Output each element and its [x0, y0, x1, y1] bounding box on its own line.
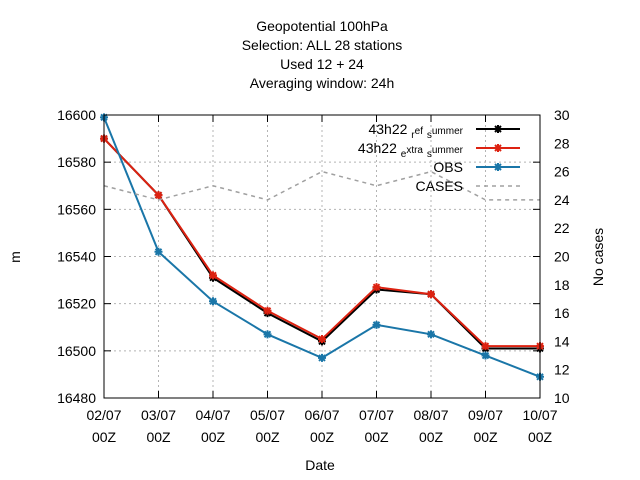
- y2-tick-label: 18: [554, 277, 570, 293]
- y-tick-label: 16580: [57, 154, 96, 170]
- data-point-2: [372, 320, 381, 329]
- data-point-1: [154, 191, 163, 200]
- axes: 16480 16500 16520 16540 16560 16580 16600 10 12 1…: [57, 107, 570, 445]
- legend-label-2: OBS: [433, 159, 463, 175]
- legend-marker-0: [494, 125, 502, 133]
- data-point-1: [481, 342, 490, 351]
- title-line: Averaging window: 24h: [250, 75, 395, 91]
- data-point-1: [372, 283, 381, 292]
- x-tick-label-time: 00Z: [310, 429, 335, 445]
- title-line: Geopotential 100hPa: [256, 18, 388, 34]
- x-tick-label-date: 10/07: [522, 407, 557, 423]
- legend-marker-1: [494, 144, 502, 152]
- legend-label-part: ummer: [432, 126, 464, 137]
- chart-title: Geopotential 100hPa Selection: ALL 28 sta…: [242, 18, 403, 91]
- title-line: Selection: ALL 28 stations: [242, 37, 403, 53]
- legend-label-part: r: [411, 130, 415, 141]
- x-tick-label-time: 00Z: [146, 429, 171, 445]
- x-tick-label-time: 00Z: [364, 429, 389, 445]
- x-tick-label-time: 00Z: [528, 429, 553, 445]
- x-tick-label-date: 06/07: [304, 407, 339, 423]
- x-axis-label: Date: [305, 457, 335, 473]
- legend-label-part: s: [427, 130, 432, 141]
- x-tick-label-date: 05/07: [250, 407, 285, 423]
- y2-tick-label: 10: [554, 390, 570, 406]
- data-point-2: [318, 353, 326, 362]
- legend-label-0: 43h22 ref summer: [368, 121, 463, 141]
- y2-tick-label: 30: [554, 107, 570, 123]
- legend-label-part: s: [427, 149, 432, 160]
- legend-label-3: CASES: [416, 178, 463, 194]
- legend-label-part: 43h22: [358, 140, 397, 156]
- y2-tick-label: 20: [554, 249, 570, 265]
- series-layer: [100, 113, 544, 381]
- y-tick-label: 16560: [57, 201, 96, 217]
- legend-label-1: 43h22 extra summer: [358, 140, 464, 160]
- y2-tick-label: 26: [554, 164, 570, 180]
- y2-tick-label: 22: [554, 220, 570, 236]
- data-point-1: [318, 335, 326, 344]
- title-line: Used 12 + 24: [280, 56, 364, 72]
- y-tick-label: 16500: [57, 343, 96, 359]
- legend-label-part: xtra: [406, 145, 423, 156]
- x-tick-label-time: 00Z: [473, 429, 498, 445]
- legend-label-part: CASES: [416, 178, 463, 194]
- series-line-3: [103, 170, 540, 201]
- data-point-1: [209, 271, 217, 280]
- legend-label-part: OBS: [433, 159, 463, 175]
- y-tick-label: 16520: [57, 296, 96, 312]
- data-point-2: [481, 351, 490, 360]
- legend-label-part: e: [401, 149, 407, 160]
- x-tick-label-date: 04/07: [195, 407, 230, 423]
- x-tick-label-date: 08/07: [413, 407, 448, 423]
- y2-axis-label: No cases: [590, 228, 606, 286]
- x-tick-label-time: 00Z: [201, 429, 226, 445]
- y-axis-label: m: [7, 251, 23, 263]
- y2-tick-label: 12: [554, 362, 570, 378]
- y-tick-label: 16480: [57, 390, 96, 406]
- x-tick-label-time: 00Z: [255, 429, 280, 445]
- data-point-2: [263, 330, 272, 339]
- y2-tick-label: 28: [554, 135, 570, 151]
- legend-label-part: ef: [415, 126, 424, 137]
- legend-label-part: ummer: [432, 145, 464, 156]
- data-point-1: [263, 306, 272, 315]
- x-tick-label-date: 02/07: [86, 407, 121, 423]
- y2-tick-label: 14: [554, 333, 570, 349]
- legend-label-part: 43h22: [368, 121, 407, 137]
- x-tick-label-date: 09/07: [468, 407, 503, 423]
- legend-marker-2: [494, 163, 502, 171]
- data-point-2: [154, 247, 163, 256]
- x-tick-label-time: 00Z: [92, 429, 117, 445]
- y-tick-label: 16540: [57, 249, 96, 265]
- x-tick-label-date: 03/07: [141, 407, 176, 423]
- data-point-1: [427, 290, 435, 299]
- x-tick-label-date: 07/07: [359, 407, 394, 423]
- x-tick-label-time: 00Z: [419, 429, 444, 445]
- y2-tick-label: 24: [554, 192, 570, 208]
- data-point-2: [209, 297, 217, 306]
- y2-tick-label: 16: [554, 305, 570, 321]
- y-tick-label: 16600: [57, 107, 96, 123]
- data-point-2: [427, 330, 435, 339]
- series-line-1: [103, 137, 540, 348]
